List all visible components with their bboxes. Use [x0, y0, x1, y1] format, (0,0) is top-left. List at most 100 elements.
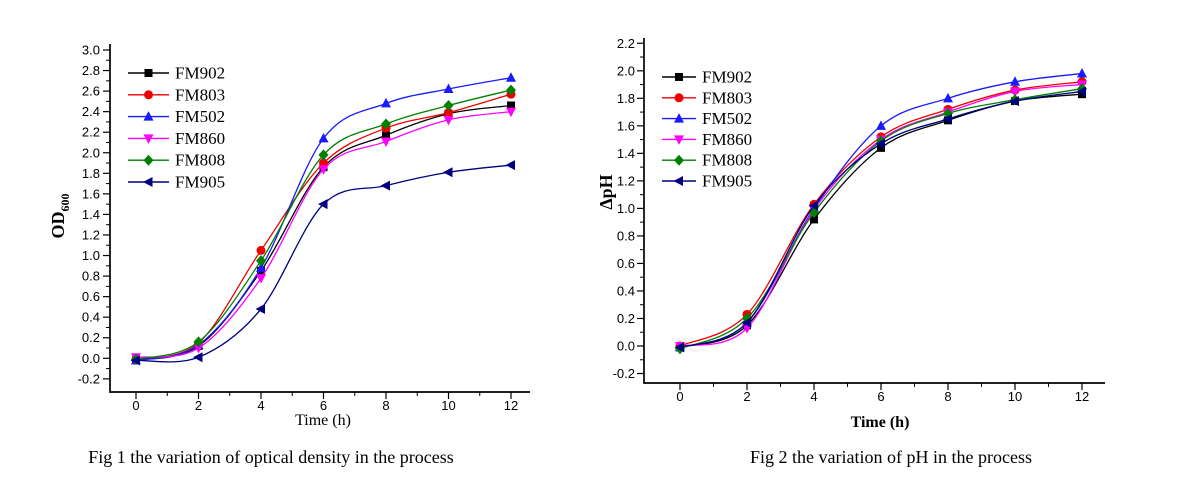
fig2-ytick-label: 1.0	[617, 201, 635, 216]
triangle-up-marker	[943, 92, 953, 103]
fig2-ytick-label: 1.8	[617, 91, 635, 106]
fig1-xaxis-title: Time (h)	[295, 412, 351, 429]
triangle-up-marker	[443, 83, 454, 94]
legend-label: FM905	[702, 172, 752, 191]
fig2-ytick-label: 2.2	[617, 36, 635, 51]
triangle-left-marker	[443, 167, 453, 178]
fig2-xaxis-title: Time (h)	[851, 414, 910, 431]
fig1-ytick-label: 2.2	[82, 125, 100, 140]
fig1-ytick-label: 1.0	[82, 248, 100, 263]
triangle-down-icon	[674, 135, 684, 145]
fig1-series-FM905-line	[135, 164, 512, 363]
triangle-down-marker	[193, 344, 204, 354]
triangle-left-marker	[875, 138, 885, 149]
triangle-left-icon	[673, 176, 683, 186]
fig2-yaxis-title: ΔpH	[596, 174, 616, 209]
fig1-caption: Fig 1 the variation of optical density i…	[88, 447, 454, 467]
triangle-down-marker	[381, 137, 391, 147]
diamond-marker	[318, 149, 329, 161]
fig1-series-FM860-line	[135, 111, 512, 358]
fig2-deltaph-chart: -0.2 0.0 0.2 0.4 0.6 0.8 1.0 1.2 1.4 1.6 1.8 2.0 2.2…	[596, 36, 1105, 431]
triangle-down-icon	[143, 134, 154, 144]
diamond-marker	[256, 255, 266, 267]
fig2-ytick-label: 1.6	[617, 118, 635, 133]
triangle-up-marker	[256, 262, 266, 272]
triangle-left-marker	[1076, 86, 1086, 97]
fig1-xtick-label: 0	[132, 398, 139, 413]
fig2-ytick-label: 1.2	[617, 173, 635, 188]
circle-marker	[444, 108, 453, 118]
diamond-marker	[506, 84, 516, 96]
triangle-left-marker	[674, 342, 684, 353]
fig1-ytick-label: 0.2	[82, 330, 100, 345]
fig2-ytick-label: 0.2	[617, 311, 635, 326]
triangle-left-marker	[318, 199, 328, 210]
fig1-xtick-label: 10	[441, 398, 455, 413]
square-marker	[507, 101, 515, 110]
fig1-legend-item-FM860: FM860	[128, 129, 225, 148]
triangle-down-marker	[318, 165, 329, 175]
legend-label: FM808	[175, 151, 225, 170]
triangle-up-marker	[1010, 76, 1020, 86]
fig1-series-FM808-markers	[131, 84, 516, 365]
triangle-left-marker	[1009, 96, 1019, 107]
fig1-ytick-label: 1.2	[82, 227, 100, 242]
triangle-left-marker	[255, 303, 265, 314]
triangle-up-marker	[381, 97, 391, 108]
fig1-legend-item-FM803: FM803	[128, 85, 225, 104]
square-icon	[144, 69, 153, 77]
triangle-down-marker	[443, 115, 454, 126]
triangle-up-marker	[1077, 68, 1087, 78]
diamond-marker	[443, 99, 454, 111]
fig2-xtick-label: 4	[810, 389, 817, 404]
fig1-ytick-label: -0.2	[78, 371, 100, 386]
fig1-ytick-label: 0.4	[82, 310, 100, 325]
triangle-down-marker	[1010, 87, 1020, 97]
circle-icon	[144, 90, 153, 100]
legend-label: FM860	[702, 130, 752, 149]
fig1-ytick-label: 0.0	[82, 351, 100, 366]
fig1-legend-item-FM905: FM905	[128, 173, 225, 192]
fig2-caption: Fig 2 the variation of pH in the process	[750, 447, 1032, 467]
fig1-ytick-label: 0.6	[82, 289, 100, 304]
fig2-ytick-label: 1.4	[617, 146, 635, 161]
diamond-icon	[143, 154, 154, 166]
fig1-xtick-label: 2	[195, 398, 202, 413]
fig1-legend: FM902 FM803 FM502 FM860 FM808 FM905	[128, 64, 225, 192]
fig2-ytick-label: 0.0	[617, 339, 635, 354]
fig1-legend-item-FM902: FM902	[128, 64, 225, 83]
legend-label: FM502	[702, 109, 752, 128]
fig2-xtick-label: 2	[743, 389, 750, 404]
triangle-down-marker	[506, 107, 516, 118]
figure-2: -0.2 0.0 0.2 0.4 0.6 0.8 1.0 1.2 1.4 1.6 1.8 2.0 2.2…	[592, 0, 1185, 496]
triangle-left-marker	[193, 352, 203, 363]
diamond-marker	[381, 118, 391, 130]
fig2-xtick-label: 10	[1008, 389, 1022, 404]
fig1-ytick-label: 2.4	[82, 104, 100, 119]
fig2-legend-item-FM803: FM803	[662, 88, 752, 107]
triangle-up-icon	[674, 113, 684, 123]
fig2-xtick-label: 0	[676, 389, 683, 404]
fig1-ytick-label: 3.0	[82, 42, 100, 57]
square-icon	[675, 73, 683, 81]
square-marker	[810, 215, 818, 224]
fig1-ytick-label: 2.8	[82, 63, 100, 78]
legend-label: FM902	[175, 64, 225, 83]
fig2-ytick-label: 0.8	[617, 228, 635, 243]
circle-marker	[256, 245, 266, 255]
triangle-up-marker	[876, 120, 886, 130]
triangle-left-marker	[741, 317, 751, 328]
fig1-xtick-label: 8	[382, 398, 389, 413]
diamond-marker	[193, 336, 204, 348]
diamond-icon	[674, 154, 684, 166]
fig2-legend-item-FM905: FM905	[662, 172, 752, 191]
fig2-ytick-label: -0.2	[613, 366, 635, 381]
fig1-legend-item-FM502: FM502	[128, 107, 225, 126]
legend-label: FM905	[175, 173, 225, 192]
fig1-ytick-label: 2.0	[82, 145, 100, 160]
triangle-left-marker	[130, 355, 140, 366]
fig1-legend-item-FM808: FM808	[128, 151, 225, 170]
fig1-od600-chart: -0.2 0.0 0.2 0.4 0.6 0.8 1.0 1.2 1.4 1.6 1.8 2.0 2.2…	[48, 42, 530, 429]
fig1-xtick-label: 4	[257, 398, 264, 413]
